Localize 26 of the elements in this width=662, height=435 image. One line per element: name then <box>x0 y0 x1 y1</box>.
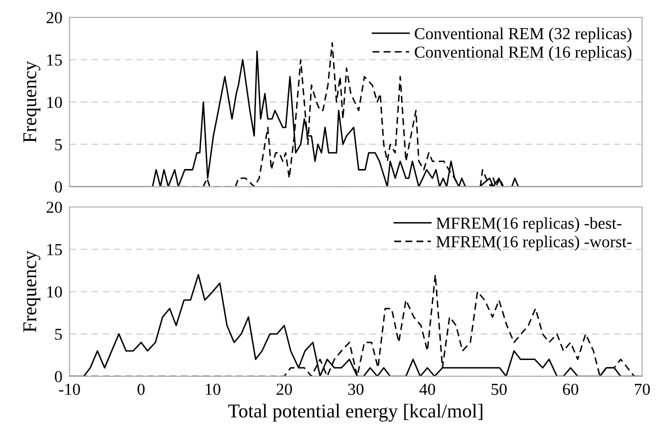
x-tick-label: -10 <box>59 384 80 395</box>
y-tick-label: 15 <box>47 244 62 256</box>
x-tick-label: 50 <box>492 384 507 395</box>
x-tick-label: 40 <box>419 384 436 395</box>
legend-label: Conventional REM (16 replicas) <box>414 46 632 62</box>
x-tick-label: 0 <box>138 384 145 395</box>
y-tick-label: 5 <box>55 328 62 340</box>
y-tick-label: 20 <box>46 12 62 24</box>
y-axis-title: Frequency <box>23 61 40 143</box>
y-axis-title: Frequency <box>23 250 40 332</box>
x-tick-label: 70 <box>634 384 650 395</box>
x-tick-label: 60 <box>562 384 578 395</box>
x-axis-title: Total potential energy [kcal/mol] <box>228 404 482 422</box>
y-tick-label: 0 <box>54 181 62 193</box>
y-tick-label: 0 <box>54 370 62 382</box>
legend-label: MFREM(16 replicas) -worst- <box>436 236 632 251</box>
y-tick-label: 5 <box>55 139 62 150</box>
y-tick-label: 10 <box>47 96 62 108</box>
y-tick-label: 10 <box>47 286 62 298</box>
x-tick-label: 30 <box>348 384 364 395</box>
legend-label: Conventional REM (32 replicas) <box>414 28 632 43</box>
y-tick-label: 20 <box>46 202 62 213</box>
x-tick-label: 10 <box>206 384 220 395</box>
x-tick-label: 20 <box>276 384 292 395</box>
legend-label: MFREM(16 replicas) -best- <box>436 217 622 232</box>
y-tick-label: 15 <box>47 54 62 66</box>
